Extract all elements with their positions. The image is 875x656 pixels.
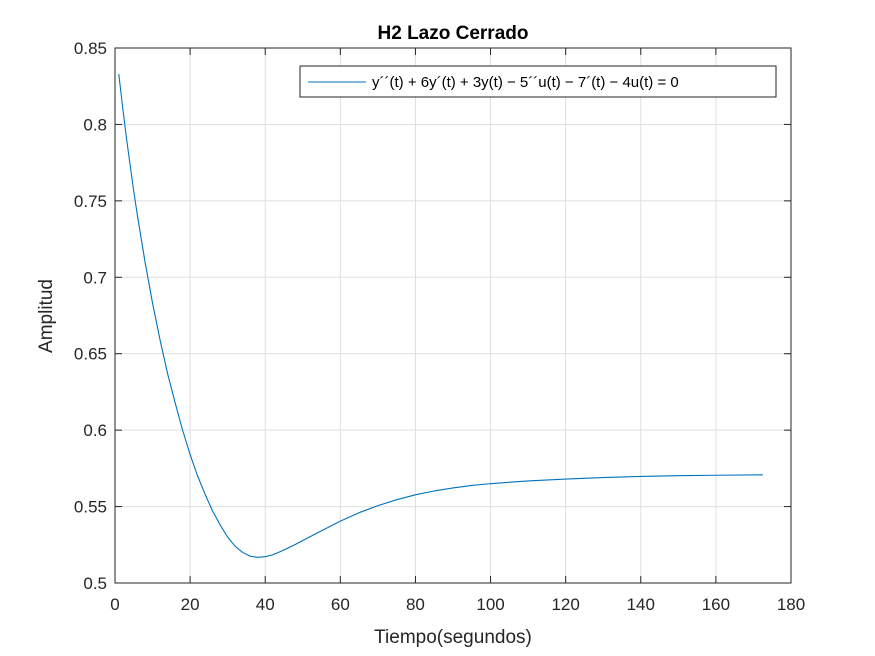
- legend-entry-label: y´´(t) + 6y´(t) + 3y(t) − 5´´u(t) − 7´(t…: [372, 74, 679, 91]
- x-tick-label: 160: [702, 595, 730, 614]
- y-axis-label: Amplitud: [36, 279, 57, 353]
- x-tick-label: 60: [331, 595, 350, 614]
- series-line: [118, 73, 763, 558]
- x-tick-label: 20: [181, 595, 200, 614]
- x-tick-label: 100: [476, 595, 504, 614]
- x-tick-label: 40: [256, 595, 275, 614]
- plot-area: [115, 48, 791, 583]
- plot-frame: [114, 47, 792, 584]
- legend[interactable]: y´´(t) + 6y´(t) + 3y(t) − 5´´u(t) − 7´(t…: [299, 65, 777, 98]
- y-tick-label: 0.6: [83, 421, 107, 440]
- chart-title: H2 Lazo Cerrado: [378, 23, 529, 44]
- x-tick-labels: 0 20 40 60 80 100 120 140 160 180: [110, 595, 805, 614]
- x-tick-label: 180: [777, 595, 805, 614]
- x-tick-label: 120: [551, 595, 579, 614]
- series-lines: [118, 73, 763, 558]
- y-tick-label: 0.65: [74, 345, 107, 364]
- x-tick-label: 140: [627, 595, 655, 614]
- x-axis-label: Tiempo(segundos): [374, 627, 532, 648]
- legend-box: [299, 65, 777, 98]
- x-tick-label: 80: [406, 595, 425, 614]
- y-tick-label: 0.55: [74, 498, 107, 517]
- y-tick-labels: 0.5 0.55 0.6 0.65 0.7 0.75 0.8 0.85: [74, 39, 107, 593]
- y-tick-label: 0.85: [74, 39, 107, 58]
- y-tick-label: 0.75: [74, 192, 107, 211]
- x-tick-label: 0: [110, 595, 119, 614]
- y-tick-label: 0.5: [83, 574, 107, 593]
- y-tick-label: 0.7: [83, 268, 107, 287]
- y-tick-label: 0.8: [83, 115, 107, 134]
